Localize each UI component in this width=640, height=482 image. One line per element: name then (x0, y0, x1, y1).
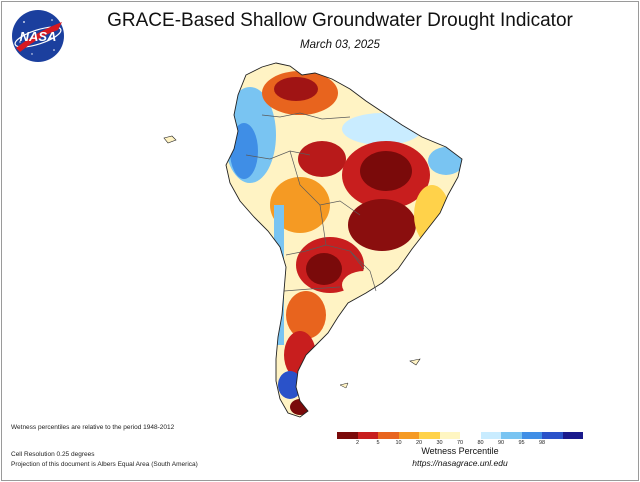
projection-note: Projection of this document is Albers Eq… (11, 461, 198, 468)
very-wet-region-southern-chile (278, 371, 302, 399)
legend-tick-label: 90 (497, 440, 505, 446)
legend-tick-label: 20 (415, 440, 423, 446)
legend-swatch (398, 432, 419, 439)
continent-outline (225, 62, 463, 418)
south-america-map (163, 62, 463, 418)
very-wet-region-northwest (230, 123, 258, 179)
legend-swatch (460, 432, 481, 439)
legend-swatch (419, 432, 440, 439)
baseline-note: Wetness percentiles are relative to the … (11, 424, 175, 431)
wet-region-guianas (342, 113, 422, 145)
wet-region-northeast-brazil (428, 147, 462, 175)
legend-swatch (501, 432, 522, 439)
nasa-logo: NASA (12, 10, 64, 62)
dry-region-west-amazon (298, 141, 346, 177)
legend-tick-label: 10 (395, 440, 402, 446)
wet-region-chile (274, 205, 284, 345)
legend-tick-label: 70 (456, 440, 464, 446)
legend-tick-label: 2 (355, 440, 360, 446)
legend-swatch (378, 432, 399, 439)
legend-swatch (480, 432, 501, 439)
legend-title: Wetness Percentile (421, 446, 499, 456)
country-borders (245, 112, 377, 292)
legend-swatch (542, 432, 563, 439)
dry-region-central-argentina (286, 291, 326, 339)
extreme-dry-venezuela (274, 77, 318, 101)
small-island (339, 382, 349, 389)
dry-region-peru-bolivia (270, 177, 330, 233)
falkland-islands (409, 358, 421, 366)
legend-swatch (439, 432, 460, 439)
source-url: https://nasagrace.unl.edu (412, 458, 508, 468)
map-title: GRACE-Based Shallow Groundwater Drought … (107, 10, 573, 31)
resolution-note: Cell Resolution 0.25 degrees (11, 451, 95, 458)
abnormal-dry-east-coast (414, 185, 450, 245)
map-date: March 03, 2025 (300, 39, 380, 51)
extreme-dry-southeast-brazil (348, 199, 416, 251)
legend-tick-label: 30 (436, 440, 443, 446)
galapagos-islands (163, 135, 177, 144)
legend-tick-label: 80 (477, 440, 484, 446)
legend-swatch (357, 432, 378, 439)
svg-text:NASA: NASA (20, 29, 57, 44)
legend-swatch (521, 432, 542, 439)
legend-color-bar (337, 432, 583, 439)
legend-ticks: 2 5 10 20 30 70 80 90 95 98 (337, 440, 583, 448)
extreme-dry-central-brazil (360, 151, 412, 191)
legend-tick-label: 98 (538, 440, 546, 446)
extreme-dry-northern-argentina (306, 253, 342, 285)
legend-tick-label: 5 (376, 440, 380, 446)
legend-swatch (337, 432, 358, 439)
legend-swatch (562, 432, 583, 439)
legend-tick-label: 95 (518, 440, 525, 446)
